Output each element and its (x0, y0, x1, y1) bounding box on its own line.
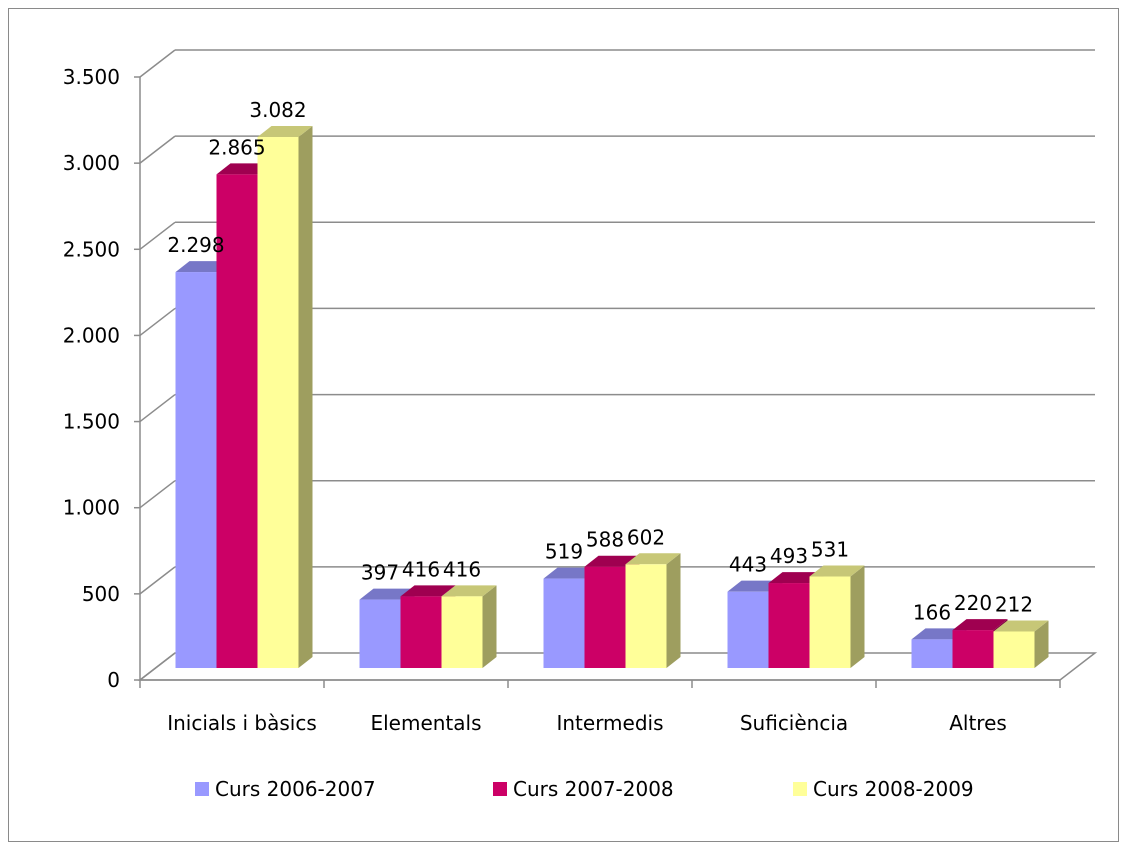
bar-front (952, 630, 994, 668)
gridline-diagonal (139, 480, 176, 509)
bar (809, 565, 865, 668)
data-label: 531 (811, 538, 849, 562)
axes: 0 500 1.000 1.500 2.000 2.500 3.000 3.500 (63, 65, 1061, 692)
bar (441, 585, 497, 668)
category-label: Suficiència (740, 711, 848, 735)
bar (993, 620, 1049, 668)
y-tick-label: 3.500 (63, 65, 120, 89)
bar-top (257, 126, 313, 138)
data-label: 212 (995, 592, 1033, 616)
bar-top (400, 585, 456, 597)
bar-side (298, 126, 313, 668)
bar-top (625, 553, 681, 565)
category-label: Intermedis (556, 711, 663, 735)
bar-front (584, 566, 626, 668)
y-tick-label: 0 (107, 668, 120, 692)
y-tick-label: 1.000 (63, 496, 120, 520)
gridline-diagonal (139, 49, 176, 78)
bar-front (625, 564, 667, 668)
data-label: 397 (361, 561, 399, 585)
bar-top (441, 585, 497, 597)
category-label: Altres (949, 711, 1007, 735)
bar-top (993, 620, 1049, 632)
legend: Curs 2006-2007 Curs 2007-2008 Curs 2008-20… (195, 777, 974, 801)
legend-swatch (195, 782, 209, 796)
data-label: 2.865 (208, 135, 265, 159)
bar-front (359, 599, 401, 668)
data-label: 416 (443, 557, 481, 581)
y-tick-label: 2.000 (63, 323, 120, 347)
legend-swatch (793, 782, 807, 796)
bar-front (768, 583, 810, 668)
bar-front (911, 639, 953, 668)
y-tick-label: 500 (82, 582, 120, 606)
bar-front (400, 596, 442, 668)
bar-side (666, 553, 681, 668)
category-label: Elementals (370, 711, 481, 735)
bar-front (993, 631, 1035, 668)
bar-side (850, 565, 865, 668)
bar-side (482, 585, 497, 668)
data-label: 588 (586, 528, 624, 552)
bar-top (809, 565, 865, 577)
bar-top (952, 619, 1008, 631)
legend-entry: Curs 2008-2009 (813, 777, 974, 801)
data-label: 2.298 (167, 233, 224, 257)
legend-entry: Curs 2006-2007 (215, 777, 376, 801)
legend-entry: Curs 2007-2008 (513, 777, 674, 801)
bar (625, 553, 681, 668)
bar-side (1034, 620, 1049, 668)
gridline-diagonal (139, 307, 176, 337)
bar-front (543, 578, 585, 668)
labels: Inicials i bàsics Elementals Intermedis Suf… (167, 98, 1033, 735)
y-tick-label: 3.000 (63, 151, 120, 175)
data-label: 3.082 (249, 98, 306, 122)
y-tick-label: 1.500 (63, 410, 120, 434)
bar-front (727, 591, 769, 668)
gridline-diagonal (139, 566, 176, 595)
bar-front (175, 272, 217, 668)
data-label: 602 (627, 525, 665, 549)
data-label: 443 (729, 553, 767, 577)
data-label: 166 (913, 600, 951, 624)
bar-front (216, 174, 258, 668)
gridline-diagonal (139, 135, 176, 164)
data-label: 416 (402, 557, 440, 581)
bar (257, 126, 313, 668)
gridline-diagonal (139, 393, 176, 423)
bar-front (441, 596, 483, 668)
data-label: 519 (545, 540, 583, 564)
data-label: 493 (770, 544, 808, 568)
gridline-diagonal (139, 221, 176, 250)
bar-front (257, 137, 299, 668)
y-tick-label: 2.500 (63, 237, 120, 261)
bar-front (809, 576, 851, 668)
bar-top (584, 555, 640, 567)
data-label: 220 (954, 591, 992, 615)
bars (175, 126, 1049, 668)
category-label: Inicials i bàsics (167, 711, 317, 735)
legend-swatch (493, 782, 507, 796)
